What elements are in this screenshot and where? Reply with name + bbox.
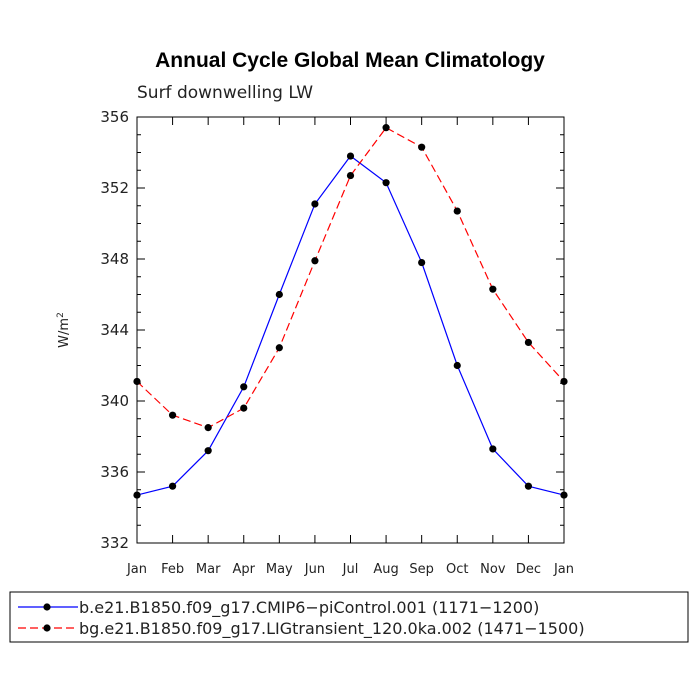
series-layer <box>133 124 568 499</box>
series-1-point <box>240 383 248 391</box>
series-line-1 <box>136 155 565 496</box>
x-tick-label: Jun <box>304 562 325 577</box>
x-tick-label: Feb <box>161 562 184 577</box>
y-axis-label: W/m2 <box>56 312 72 348</box>
series-1-point <box>489 445 497 453</box>
series-2-point <box>346 171 355 180</box>
y-axis: 332 336 340 344 348 352 356 <box>100 108 564 552</box>
series-1-point <box>168 482 177 490</box>
svg-text:W/m2: W/m2 <box>56 312 72 348</box>
series-2-point <box>453 207 461 215</box>
chart-title: Annual Cycle Global Mean Climatology <box>155 49 545 72</box>
y-axis-label-superscript: 2 <box>56 312 66 318</box>
series-2-point <box>560 377 568 386</box>
y-tick-label: 340 <box>100 392 129 410</box>
series-2-point <box>524 338 533 347</box>
series-1-point <box>346 152 355 160</box>
series-1-point <box>133 491 141 499</box>
y-axis-label-text: W/m <box>57 318 72 348</box>
y-tick-label: 332 <box>100 534 129 552</box>
series-2-point <box>204 424 212 432</box>
series-2-point <box>418 143 426 151</box>
series-2-point <box>275 344 283 352</box>
y-tick-label: 348 <box>100 250 129 268</box>
x-tick-label: Dec <box>516 562 541 577</box>
y-tick-label: 344 <box>100 321 129 339</box>
x-tick-label: Nov <box>480 562 506 577</box>
x-tick-label: Aug <box>373 562 398 577</box>
legend-label-2: bg.e21.B1850.f09_g17.LIGtransient_120.0k… <box>79 619 585 639</box>
series-2-point <box>133 377 141 386</box>
x-tick-label: Oct <box>446 562 468 577</box>
series-1-point <box>524 482 533 490</box>
series-1-point <box>560 491 568 499</box>
series-1-point <box>311 200 319 208</box>
series-2-point <box>240 404 248 412</box>
y-tick-label: 352 <box>100 179 129 197</box>
chart-subtitle: Surf downwelling LW <box>137 83 313 103</box>
series-1-point <box>204 447 212 455</box>
y-tick-label: 336 <box>100 463 129 481</box>
x-tick-label: Mar <box>196 562 221 577</box>
x-tick-label: Sep <box>409 562 434 577</box>
x-axis: Jan Feb Mar Apr May Jun Jul Aug Sep Oct Nov Dec Jan <box>126 117 574 577</box>
legend-box <box>9 591 689 643</box>
x-tick-label: Apr <box>233 562 256 577</box>
x-tick-label: Jan <box>126 562 147 577</box>
series-1-point <box>382 179 390 187</box>
series-2-point <box>489 285 497 293</box>
y-tick-label: 356 <box>100 108 129 126</box>
series-1-point <box>418 258 426 267</box>
plot-frame <box>136 116 565 544</box>
legend-marker-1 <box>43 603 51 611</box>
legend-marker-2 <box>43 624 51 632</box>
legend-label-1: b.e21.B1850.f09_g17.CMIP6−piControl.001 … <box>79 598 539 618</box>
x-tick-label: Jan <box>553 562 574 577</box>
series-1-point <box>453 361 461 370</box>
series-2-point <box>168 411 177 419</box>
x-tick-label: May <box>266 562 293 577</box>
series-1-point <box>275 290 283 299</box>
x-tick-label: Jul <box>342 562 359 577</box>
series-2-point <box>311 257 319 265</box>
series-2-point <box>382 124 390 132</box>
legend: b.e21.B1850.f09_g17.CMIP6−piControl.001 … <box>9 591 689 643</box>
